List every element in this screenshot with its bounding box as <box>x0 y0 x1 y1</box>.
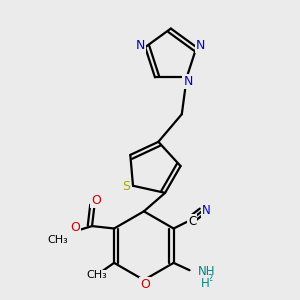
Text: O: O <box>140 278 150 292</box>
Text: C: C <box>188 215 196 228</box>
Text: N: N <box>202 204 211 217</box>
Text: N: N <box>196 40 206 52</box>
Text: NH: NH <box>198 265 216 278</box>
Text: N: N <box>183 75 193 88</box>
Text: H: H <box>201 277 209 290</box>
Text: S: S <box>122 181 130 194</box>
Text: O: O <box>91 194 101 207</box>
Text: N: N <box>136 40 145 52</box>
Text: 2: 2 <box>207 274 213 283</box>
Text: CH₃: CH₃ <box>47 235 68 244</box>
Text: CH₃: CH₃ <box>87 270 107 280</box>
Text: O: O <box>70 221 80 234</box>
